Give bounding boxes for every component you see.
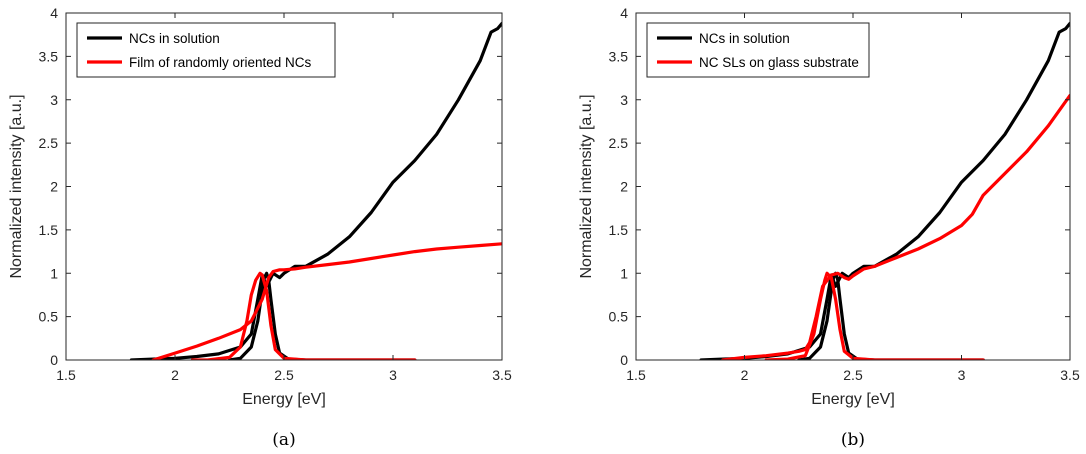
chart-panel-2: 1.5 2 2.5 3 3.5 0 0.5 1 1.5 2 2.5 3 3.5 4 Energy [eV] N… (578, 5, 1080, 450)
y-tick-label: 2 (50, 179, 58, 195)
x-tick-label: 2.5 (843, 367, 863, 383)
series-line-nc-sls-on-glass-substrate-absorption (721, 93, 1070, 360)
legend-entry-label: Film of randomly oriented NCs (129, 55, 312, 70)
series-line-film-of-randomly-oriented-ncs-absorption (151, 242, 502, 360)
y-tick-label: 0.5 (39, 309, 59, 325)
y-tick-label: 1 (50, 265, 58, 281)
y-tick-label: 1.5 (39, 222, 59, 238)
y-tick-label: 4 (50, 5, 58, 21)
x-tick-label: 1.5 (56, 367, 76, 383)
y-tick-label: 1 (620, 265, 628, 281)
y-tick-label: 2.5 (39, 135, 59, 151)
x-tick-label: 2 (741, 367, 749, 383)
legend: NCs in solution NC SLs on glass substrate (646, 22, 870, 78)
series-line-emission-3-emission (190, 271, 417, 360)
panel-caption: (b) (841, 430, 865, 450)
chart-panel-1: 1.5 2 2.5 3 3.5 0 0.5 1 1.5 2 2.5 3 3.5 4 Energy [eV] N… (8, 5, 512, 450)
x-tick-label: 3 (389, 367, 397, 383)
y-tick-label: 0.5 (609, 309, 629, 325)
series-line-emission-1-emission (227, 271, 417, 360)
legend-entry-label: NCs in solution (699, 31, 790, 46)
y-axis-label: Normalized intensity [a.u.] (578, 94, 595, 278)
series-line-emission-1-emission (797, 271, 985, 360)
y-tick-label: 2 (620, 179, 628, 195)
x-tick-label: 1.5 (626, 367, 646, 383)
x-axis-label: Energy [eV] (811, 391, 895, 408)
legend: NCs in solution Film of randomly oriented… (76, 22, 336, 78)
series-line-emission-3-emission (764, 271, 985, 360)
x-tick-label: 3.5 (1060, 367, 1080, 383)
y-tick-label: 0 (620, 352, 628, 368)
series-group (699, 21, 1070, 360)
y-tick-label: 1.5 (609, 222, 629, 238)
y-tick-label: 3.5 (39, 48, 59, 64)
y-axis-label: Normalized intensity [a.u.] (8, 94, 25, 278)
x-tick-label: 2.5 (274, 367, 294, 383)
legend-entry-label: NC SLs on glass substrate (699, 55, 859, 70)
legend-entry-label: NCs in solution (129, 31, 220, 46)
x-tick-label: 3 (958, 367, 966, 383)
y-tick-label: 2.5 (609, 135, 629, 151)
x-tick-label: 2 (171, 367, 179, 383)
x-axis-label: Energy [eV] (242, 391, 326, 408)
x-tick-label: 3.5 (492, 367, 512, 383)
y-tick-label: 4 (620, 5, 628, 21)
y-tick-label: 3.5 (609, 48, 629, 64)
y-tick-label: 3 (50, 92, 58, 108)
legend-box (76, 22, 336, 78)
y-tick-label: 0 (50, 352, 58, 368)
series-group (129, 21, 502, 360)
legend-box (646, 22, 870, 78)
panel-caption: (a) (272, 430, 295, 450)
y-tick-label: 3 (620, 92, 628, 108)
